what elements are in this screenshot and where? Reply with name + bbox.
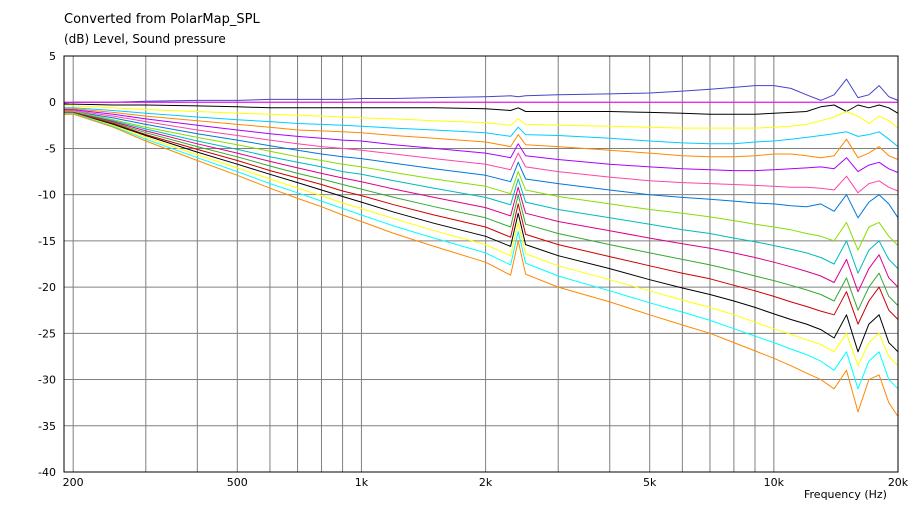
series-line-13 <box>64 111 899 311</box>
y-axis-label: (dB) Level, Sound pressure <box>64 32 226 46</box>
series-line-5 <box>64 107 899 147</box>
series-line-10 <box>64 111 899 251</box>
series-line-1 <box>63 78 899 104</box>
x-tick-label: 1k <box>355 476 369 489</box>
y-tick-label: -10 <box>38 189 56 202</box>
series-line-14 <box>64 111 899 325</box>
y-tick-label: 0 <box>49 96 56 109</box>
y-tick-labels: 5 0 -5 -10 -15 -20 -25 -30 -35 -40 <box>38 50 56 479</box>
series-line-8 <box>64 110 899 194</box>
x-tick-label: 20k <box>888 476 909 489</box>
x-tick-labels: 200 500 1k 2k 5k 10k 20k <box>63 476 909 489</box>
series-line-4 <box>64 105 899 129</box>
series-line-18 <box>64 113 899 417</box>
y-tick-label: -5 <box>45 142 56 155</box>
y-tick-label: -15 <box>38 235 56 248</box>
y-tick-label: -25 <box>38 327 56 340</box>
x-tick-label: 200 <box>63 476 84 489</box>
series-line-3 <box>64 103 899 115</box>
series-line-17 <box>64 112 899 390</box>
series-line-11 <box>64 111 899 274</box>
series-line-16 <box>64 112 899 367</box>
x-tick-label: 10k <box>764 476 785 489</box>
x-tick-label: 2k <box>479 476 493 489</box>
x-tick-label: 5k <box>643 476 657 489</box>
y-tick-label: -30 <box>38 374 56 387</box>
chart-title: Converted from PolarMap_SPL <box>64 12 260 27</box>
plot-frame <box>63 55 899 473</box>
y-tick-label: -40 <box>38 466 56 479</box>
series-line-15 <box>64 112 899 353</box>
grid <box>63 55 899 473</box>
series-group <box>63 78 899 417</box>
x-axis-label: Frequency (Hz) <box>804 488 887 501</box>
series-line-7 <box>64 109 899 173</box>
y-tick-label: 5 <box>49 50 56 63</box>
series-line-12 <box>64 111 899 293</box>
y-tick-label: -35 <box>38 420 56 433</box>
x-tick-label: 500 <box>227 476 248 489</box>
y-tick-label: -20 <box>38 281 56 294</box>
series-line-9 <box>64 111 899 219</box>
series-line-6 <box>64 108 899 160</box>
